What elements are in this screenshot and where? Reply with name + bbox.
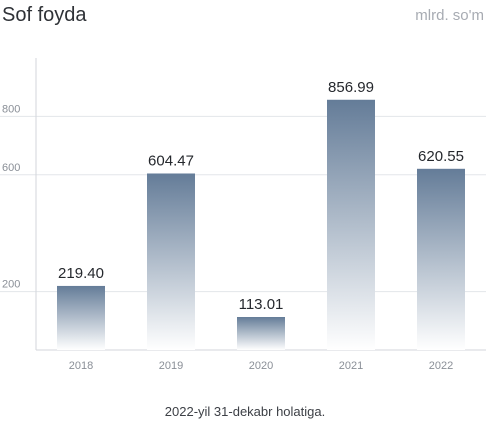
bar-2018 [57, 285, 105, 350]
bar-2021 [327, 99, 375, 351]
unit-label: mlrd. so'm [415, 7, 484, 24]
x-tick-label-2018: 2018 [69, 360, 93, 372]
bars [57, 99, 465, 351]
data-label-2021: 856.99 [328, 79, 374, 96]
x-tick-label-2020: 2020 [249, 360, 273, 372]
chart-title: Sof foyda [2, 4, 87, 26]
data-label-2019: 604.47 [148, 152, 194, 169]
bar-2019 [147, 173, 195, 350]
data-label-2022: 620.55 [418, 148, 464, 165]
y-tick-label-800: 800 [2, 103, 20, 115]
x-tick-label-2019: 2019 [159, 360, 183, 372]
x-tick-label-2022: 2022 [429, 360, 453, 372]
x-tick-label-2021: 2021 [339, 360, 363, 372]
as-of-note: 2022-yil 31-dekabr holatiga. [164, 404, 326, 419]
data-label-2020: 113.01 [239, 296, 284, 313]
data-label-2018: 219.40 [58, 265, 104, 282]
bar-2020 [237, 317, 285, 350]
y-tick-label-200: 200 [2, 279, 20, 291]
bar-2022 [417, 168, 465, 350]
data-labels: 219.40 604.47 113.01 856.99 620.55 [58, 79, 464, 313]
y-tick-label-600: 600 [2, 162, 20, 174]
